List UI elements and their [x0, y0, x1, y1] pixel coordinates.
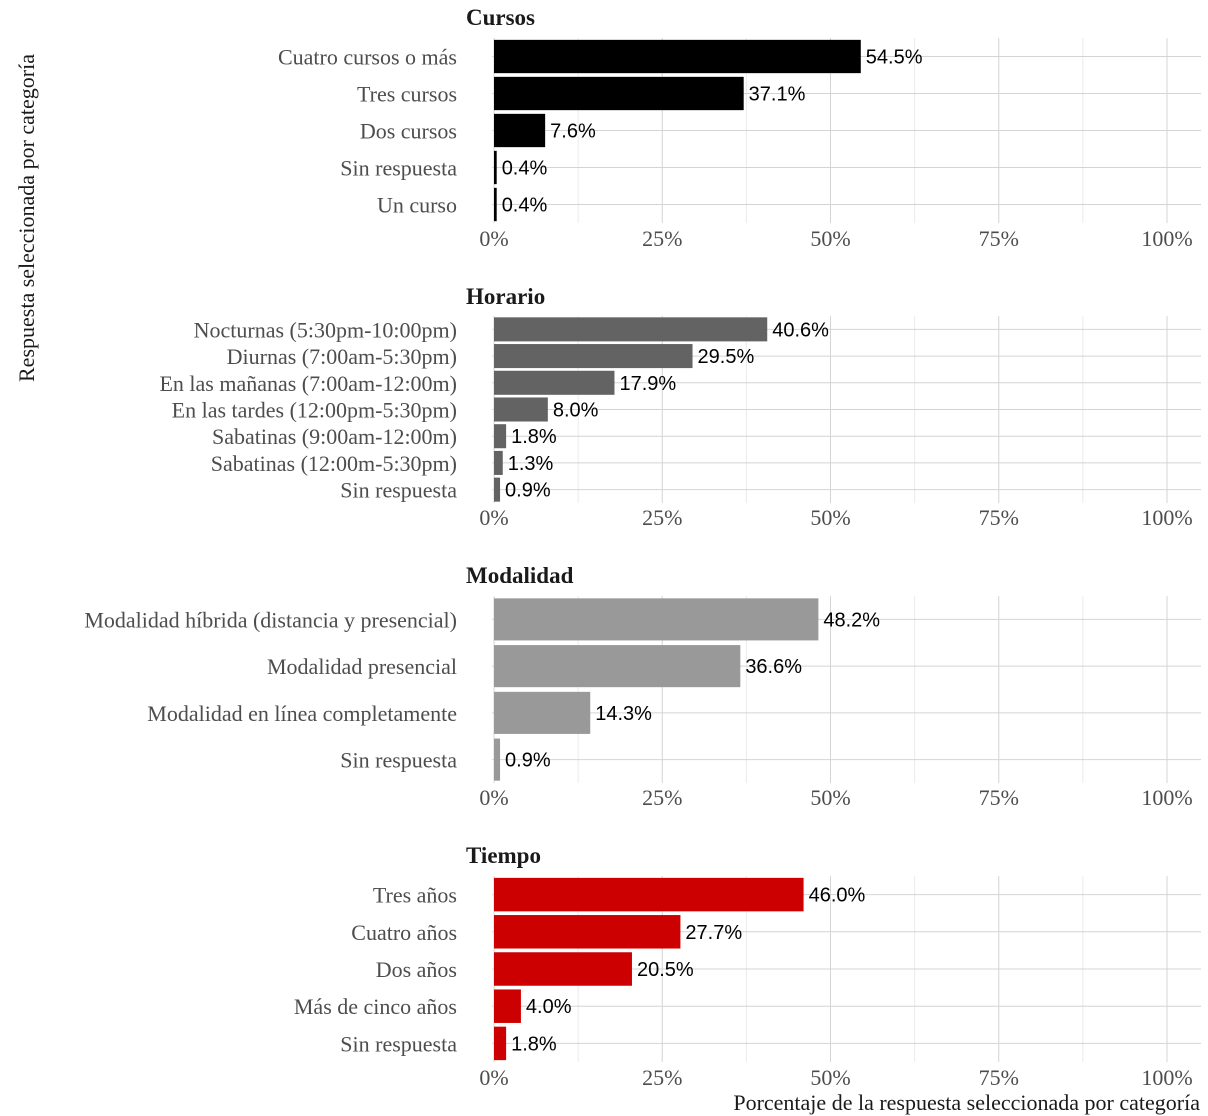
- value-label: 29.5%: [698, 346, 755, 368]
- value-label: 54.5%: [866, 47, 923, 69]
- panel-title: Horario: [466, 284, 545, 309]
- category-label: En las tardes (12:00pm-5:30pm): [172, 398, 457, 423]
- category-label: Sin respuesta: [340, 748, 457, 773]
- value-label: 27.7%: [685, 922, 742, 944]
- bar: [494, 424, 507, 449]
- x-tick-label: 50%: [810, 1065, 850, 1090]
- panel-title: Cursos: [466, 5, 535, 30]
- value-label: 0.9%: [505, 480, 551, 502]
- x-tick-label: 25%: [642, 785, 682, 810]
- category-label: Cuatro cursos o más: [278, 45, 457, 70]
- value-label: 7.6%: [550, 121, 596, 143]
- bar: [494, 370, 615, 395]
- x-tick-label: 0%: [479, 505, 508, 530]
- x-tick-label: 100%: [1141, 1065, 1192, 1090]
- x-tick-label: 25%: [642, 226, 682, 251]
- x-tick-label: 50%: [810, 226, 850, 251]
- value-label: 1.3%: [508, 453, 554, 475]
- x-tick-label: 0%: [479, 1065, 508, 1090]
- value-label: 0.4%: [502, 195, 548, 217]
- x-tick-label: 75%: [979, 505, 1019, 530]
- value-label: 36.6%: [745, 656, 802, 678]
- category-label: Sin respuesta: [340, 1031, 457, 1056]
- category-label: Sabatinas (9:00am-12:00m): [212, 424, 457, 449]
- x-tick-label: 75%: [979, 226, 1019, 251]
- panel-title: Modalidad: [466, 563, 574, 588]
- category-label: Más de cinco años: [294, 994, 457, 1019]
- value-label: 14.3%: [595, 703, 652, 725]
- bar: [494, 645, 741, 688]
- bar: [494, 397, 548, 422]
- x-tick-label: 25%: [642, 1065, 682, 1090]
- bar: [494, 39, 861, 74]
- value-label: 46.0%: [809, 885, 866, 907]
- bar: [494, 915, 681, 949]
- y-axis-title: Respuesta seleccionada por categoría: [14, 54, 39, 382]
- value-label: 0.4%: [502, 158, 548, 180]
- category-label: Dos años: [376, 957, 457, 982]
- bar: [494, 150, 497, 185]
- bar: [494, 450, 503, 475]
- category-label: Sin respuesta: [340, 156, 457, 181]
- category-label: Tres cursos: [357, 82, 457, 107]
- category-label: Nocturnas (5:30pm-10:00pm): [194, 317, 457, 342]
- value-label: 4.0%: [526, 996, 572, 1018]
- x-axis-title: Porcentaje de la respuesta seleccionada …: [733, 1090, 1200, 1115]
- bar: [494, 952, 632, 986]
- bar: [494, 317, 768, 342]
- value-label: 40.6%: [772, 319, 829, 341]
- value-label: 1.8%: [511, 426, 557, 448]
- bar: [494, 598, 819, 641]
- category-label: Modalidad híbrida (distancia y presencia…: [84, 607, 457, 632]
- bar: [494, 989, 521, 1023]
- x-tick-label: 75%: [979, 785, 1019, 810]
- panel-horario: Horario Nocturnas (5:30pm-10:00pm) 40.6% Di…: [159, 284, 1201, 530]
- x-tick-label: 25%: [642, 505, 682, 530]
- category-label: En las mañanas (7:00am-12:00m): [159, 371, 457, 396]
- category-label: Sin respuesta: [340, 478, 457, 503]
- category-label: Tres años: [373, 883, 457, 908]
- bar: [494, 187, 497, 222]
- bar: [494, 477, 501, 502]
- value-label: 48.2%: [823, 609, 880, 631]
- category-label: Cuatro años: [351, 920, 457, 945]
- category-label: Modalidad en línea completamente: [147, 701, 457, 726]
- bar: [494, 691, 591, 734]
- bar: [494, 113, 546, 148]
- category-label: Dos cursos: [360, 119, 457, 144]
- panel-modalidad: Modalidad Modalidad híbrida (distancia y …: [84, 563, 1201, 810]
- bar: [494, 877, 804, 912]
- value-label: 8.0%: [553, 400, 599, 422]
- panel-title: Tiempo: [466, 843, 541, 868]
- panel-tiempo: Tiempo Tres años 46.0% Cuatro años 27.7% Dos …: [294, 843, 1201, 1090]
- bar: [494, 76, 744, 111]
- value-label: 17.9%: [619, 373, 676, 395]
- value-label: 37.1%: [749, 84, 806, 106]
- value-label: 0.9%: [505, 750, 551, 772]
- bar: [494, 1026, 507, 1061]
- category-label: Un curso: [377, 193, 457, 218]
- category-label: Sabatinas (12:00m-5:30pm): [211, 451, 457, 476]
- x-tick-label: 100%: [1141, 505, 1192, 530]
- bar: [494, 738, 501, 781]
- x-tick-label: 0%: [479, 785, 508, 810]
- x-tick-label: 0%: [479, 226, 508, 251]
- bar: [494, 344, 693, 369]
- value-label: 1.8%: [511, 1033, 557, 1055]
- category-label: Modalidad presencial: [267, 654, 457, 679]
- x-tick-label: 50%: [810, 785, 850, 810]
- x-tick-label: 100%: [1141, 226, 1192, 251]
- panel-cursos: Cursos Cuatro cursos o más 54.5% Tres curso…: [278, 5, 1201, 251]
- x-tick-label: 50%: [810, 505, 850, 530]
- x-tick-label: 75%: [979, 1065, 1019, 1090]
- category-label: Diurnas (7:00am-5:30pm): [227, 344, 457, 369]
- value-label: 20.5%: [637, 959, 694, 981]
- x-tick-label: 100%: [1141, 785, 1192, 810]
